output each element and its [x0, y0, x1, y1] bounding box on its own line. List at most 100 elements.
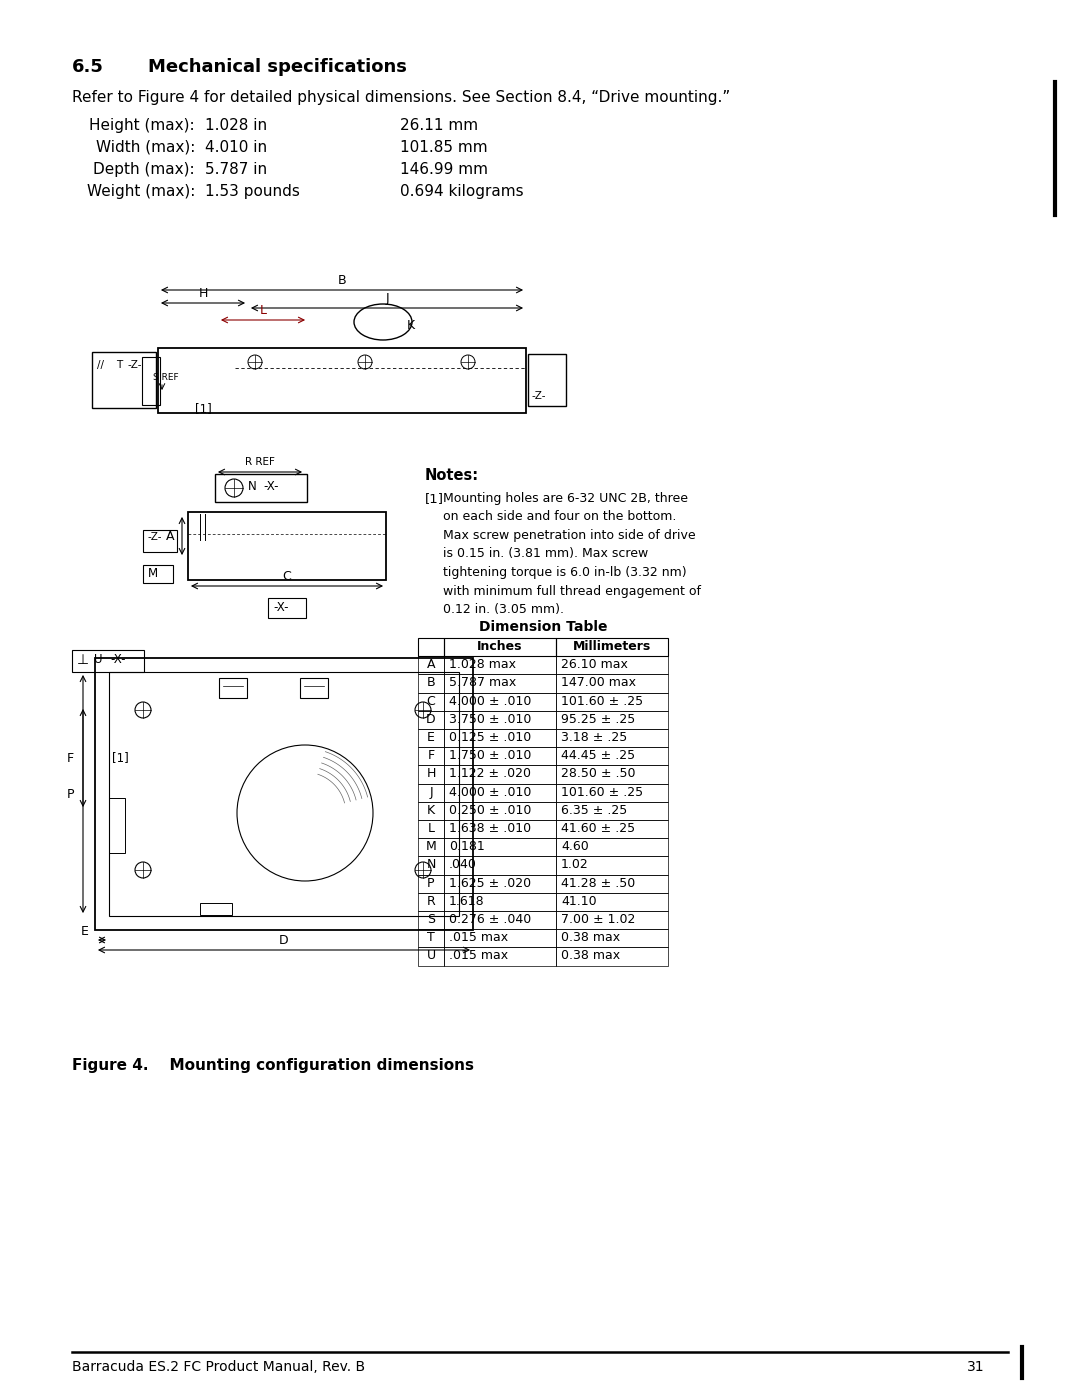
- Text: L: L: [428, 821, 434, 835]
- Text: C: C: [427, 694, 435, 708]
- Bar: [528, 353, 566, 407]
- Text: Barracuda ES.2 FC Product Manual, Rev. B: Barracuda ES.2 FC Product Manual, Rev. B: [72, 1361, 365, 1375]
- Bar: [556, 766, 669, 784]
- Text: 6.35 ± .25: 6.35 ± .25: [561, 803, 627, 817]
- Text: .040: .040: [449, 858, 477, 872]
- Text: B: B: [338, 274, 347, 286]
- Text: 4.000 ± .010: 4.000 ± .010: [449, 694, 531, 708]
- Text: L: L: [259, 305, 267, 317]
- Bar: [444, 820, 556, 838]
- Text: 5.787 max: 5.787 max: [449, 676, 516, 689]
- Text: 41.10: 41.10: [561, 895, 596, 908]
- Bar: [444, 838, 556, 856]
- Text: [1]: [1]: [426, 492, 444, 504]
- Bar: [556, 693, 669, 711]
- Text: 1.02: 1.02: [561, 858, 589, 872]
- Text: [1]: [1]: [112, 752, 129, 764]
- Text: 3.750 ± .010: 3.750 ± .010: [449, 712, 531, 726]
- Bar: [109, 798, 125, 854]
- Text: Notes:: Notes:: [426, 468, 480, 483]
- Bar: [556, 911, 669, 929]
- Text: 0.38 max: 0.38 max: [561, 950, 620, 963]
- Text: 44.45 ± .25: 44.45 ± .25: [561, 749, 635, 763]
- Text: -Z-: -Z-: [147, 532, 162, 542]
- Bar: [444, 911, 556, 929]
- Text: D: D: [427, 712, 436, 726]
- Text: 41.60 ± .25: 41.60 ± .25: [561, 821, 635, 835]
- Text: A: A: [427, 658, 435, 671]
- Bar: [418, 784, 444, 802]
- Bar: [418, 729, 444, 747]
- Text: A: A: [165, 529, 174, 542]
- Text: 101.60 ± .25: 101.60 ± .25: [561, 785, 643, 799]
- Text: 146.99 mm: 146.99 mm: [400, 162, 488, 177]
- Bar: [300, 678, 328, 698]
- Bar: [444, 675, 556, 693]
- Bar: [188, 511, 386, 580]
- Text: M: M: [148, 567, 158, 580]
- Text: Weight (max):: Weight (max):: [86, 184, 195, 198]
- Text: 7.00 ± 1.02: 7.00 ± 1.02: [561, 914, 635, 926]
- Bar: [556, 820, 669, 838]
- Text: J: J: [386, 292, 389, 305]
- Bar: [418, 766, 444, 784]
- Text: .015 max: .015 max: [449, 932, 508, 944]
- Text: 4.60: 4.60: [561, 840, 589, 854]
- Text: 41.28 ± .50: 41.28 ± .50: [561, 876, 635, 890]
- Text: H: H: [199, 286, 207, 300]
- Text: -X-: -X-: [264, 481, 279, 493]
- Text: Mechanical specifications: Mechanical specifications: [148, 59, 407, 75]
- Bar: [141, 358, 160, 405]
- Text: 95.25 ± .25: 95.25 ± .25: [561, 712, 635, 726]
- Text: -X-: -X-: [273, 601, 288, 615]
- Text: M: M: [426, 840, 436, 854]
- Text: S: S: [427, 914, 435, 926]
- Text: 26.10 max: 26.10 max: [561, 658, 627, 671]
- Bar: [556, 856, 669, 875]
- Text: B: B: [427, 676, 435, 689]
- Text: 0.181: 0.181: [449, 840, 485, 854]
- Bar: [556, 947, 669, 965]
- Text: -Z-: -Z-: [129, 360, 143, 370]
- Bar: [418, 875, 444, 893]
- Text: P: P: [66, 788, 73, 800]
- Text: ⊥: ⊥: [77, 652, 90, 666]
- Bar: [444, 784, 556, 802]
- Bar: [556, 838, 669, 856]
- Bar: [143, 564, 173, 583]
- Bar: [92, 352, 156, 408]
- Text: F: F: [67, 752, 73, 764]
- Bar: [444, 711, 556, 729]
- Bar: [444, 875, 556, 893]
- Text: Refer to Figure 4 for detailed physical dimensions. See Section 8.4, “Drive moun: Refer to Figure 4 for detailed physical …: [72, 89, 730, 105]
- Bar: [72, 650, 144, 672]
- Text: [1]: [1]: [195, 402, 212, 415]
- Bar: [556, 802, 669, 820]
- Text: 1.028 max: 1.028 max: [449, 658, 516, 671]
- Bar: [268, 598, 306, 617]
- Text: 147.00 max: 147.00 max: [561, 676, 636, 689]
- Bar: [444, 893, 556, 911]
- Bar: [418, 929, 444, 947]
- Text: 26.11 mm: 26.11 mm: [400, 117, 478, 133]
- Text: 6.5: 6.5: [72, 59, 104, 75]
- Text: C: C: [283, 570, 292, 583]
- Text: 0.38 max: 0.38 max: [561, 932, 620, 944]
- Bar: [444, 766, 556, 784]
- Text: H: H: [427, 767, 435, 781]
- Bar: [219, 678, 247, 698]
- Bar: [444, 638, 556, 657]
- Bar: [95, 658, 473, 930]
- Bar: [444, 747, 556, 766]
- Text: Millimeters: Millimeters: [572, 640, 651, 652]
- Bar: [418, 802, 444, 820]
- Text: 0.125 ± .010: 0.125 ± .010: [449, 731, 531, 745]
- Text: -X-: -X-: [110, 652, 125, 666]
- Bar: [109, 672, 459, 916]
- Bar: [418, 638, 444, 657]
- Text: 0.694 kilograms: 0.694 kilograms: [400, 184, 524, 198]
- Bar: [418, 893, 444, 911]
- Bar: [418, 838, 444, 856]
- Bar: [418, 693, 444, 711]
- Text: Inches: Inches: [477, 640, 523, 652]
